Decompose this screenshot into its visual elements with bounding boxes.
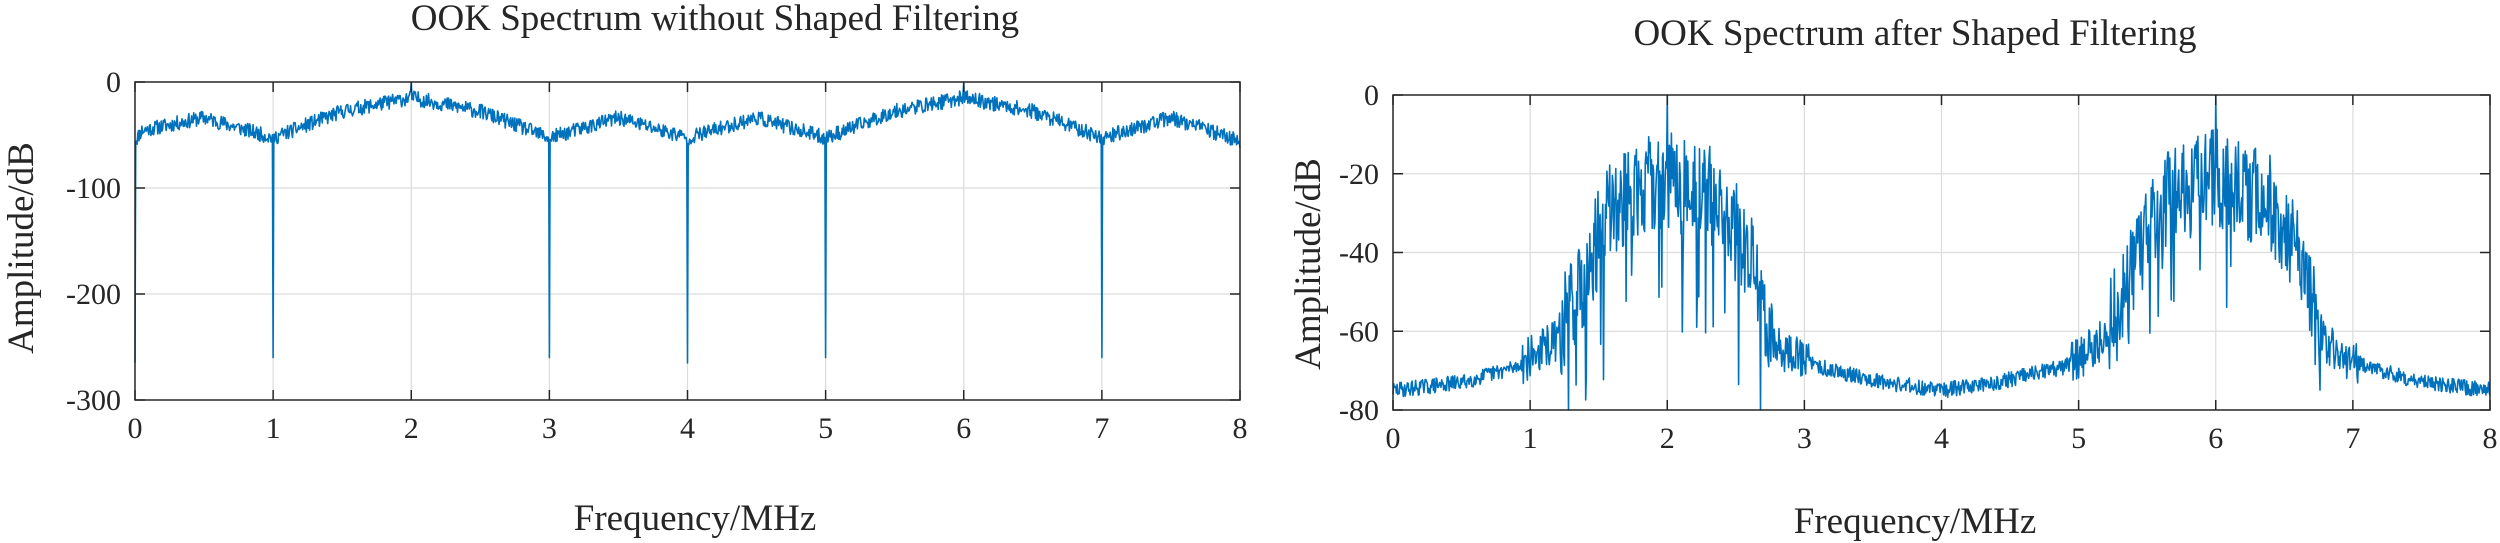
y-tick-label: -60 <box>1339 315 1379 348</box>
x-tick-label: 7 <box>2345 422 2360 455</box>
x-tick-label: 0 <box>1386 422 1401 455</box>
x-tick-label: 0 <box>128 412 143 445</box>
x-axis-label: Frequency/MHz <box>574 498 817 539</box>
x-tick-label: 5 <box>2071 422 2086 455</box>
x-tick-label: 5 <box>818 412 833 445</box>
y-tick-label: -100 <box>66 172 121 205</box>
y-tick-label: -20 <box>1339 158 1379 191</box>
x-tick-label: 1 <box>1523 422 1538 455</box>
y-tick-label: -200 <box>66 278 121 311</box>
y-tick-label: 0 <box>106 66 121 99</box>
spectrum-series-line <box>134 81 1241 364</box>
y-tick-label: 0 <box>1364 79 1379 112</box>
chart-without-filtering: OOK Spectrum without Shaped Filtering Fr… <box>1 0 1248 539</box>
chart-title: OOK Spectrum after Shaped Filtering <box>1633 13 2196 54</box>
y-axis-label: Amplitude/dB <box>1288 158 1329 370</box>
x-tick-label: 2 <box>404 412 419 445</box>
x-tick-label: 6 <box>956 412 971 445</box>
y-axis-label: Amplitude/dB <box>1 142 42 354</box>
x-axis-label: Frequency/MHz <box>1794 501 2037 542</box>
x-tick-label: 3 <box>542 412 557 445</box>
grid-lines <box>1393 95 2490 410</box>
chart-title: OOK Spectrum without Shaped Filtering <box>411 0 1019 39</box>
spectrum-series-line <box>1392 94 2491 411</box>
x-tick-label: 3 <box>1797 422 1812 455</box>
axis-ticks: 0 1 2 3 4 5 6 7 8 -300 -200 -100 0 <box>66 66 1248 445</box>
y-tick-label: -40 <box>1339 237 1379 270</box>
x-tick-label: 8 <box>1233 412 1248 445</box>
x-tick-label: 1 <box>266 412 281 445</box>
axis-ticks: 0 1 2 3 4 5 6 7 8 -80 -60 -40 -20 0 <box>1339 79 2498 455</box>
x-tick-label: 4 <box>680 412 695 445</box>
x-tick-label: 7 <box>1094 412 1109 445</box>
y-tick-label: -300 <box>66 384 121 417</box>
x-tick-label: 8 <box>2483 422 2498 455</box>
x-tick-label: 4 <box>1934 422 1949 455</box>
y-tick-label: -80 <box>1339 394 1379 427</box>
chart-after-filtering: OOK Spectrum after Shaped Filtering Freq… <box>1288 13 2498 542</box>
x-tick-label: 2 <box>1660 422 1675 455</box>
x-tick-label: 6 <box>2208 422 2223 455</box>
